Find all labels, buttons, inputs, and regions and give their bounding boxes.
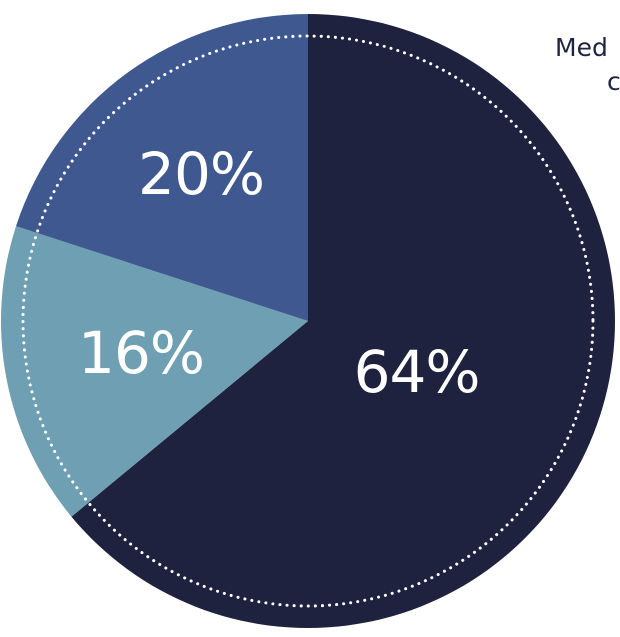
- pie-slice-20: [16, 14, 309, 321]
- cropped-side-text: Med c: [555, 31, 620, 99]
- pie-slices: [0, 14, 615, 629]
- side-text-line-2: c: [607, 67, 620, 96]
- dotted-ring: [21, 34, 595, 608]
- side-text-line-1: Med: [555, 33, 608, 62]
- slice-label-20: 20%: [138, 140, 264, 208]
- pie-slice-16: [0, 226, 308, 517]
- slice-label-64: 64%: [354, 338, 480, 406]
- slice-labels: 64% 16% 20%: [78, 140, 480, 406]
- slice-label-16: 16%: [78, 319, 204, 387]
- pie-slice-64: [71, 14, 615, 629]
